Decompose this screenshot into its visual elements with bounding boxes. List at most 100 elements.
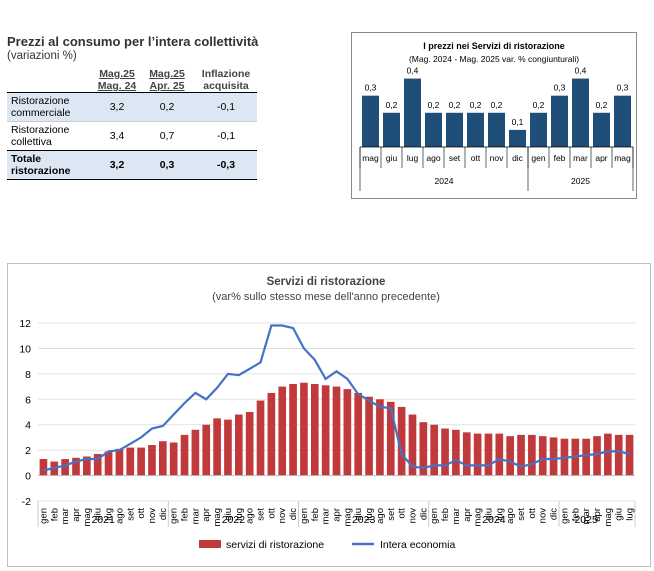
bar xyxy=(180,434,189,476)
y-tick-label: 6 xyxy=(25,394,31,406)
x-tick-label: dic xyxy=(288,508,299,520)
bar xyxy=(191,429,200,476)
x-tick-label: mag xyxy=(603,508,614,526)
bar xyxy=(572,78,589,147)
bar xyxy=(83,456,91,476)
x-tick-label: mag xyxy=(614,153,631,163)
bar xyxy=(376,399,384,476)
x-tick-label: gen xyxy=(38,508,49,524)
x-tick-label: ott xyxy=(397,508,408,519)
x-tick-label: lug xyxy=(407,153,419,163)
bar xyxy=(462,432,471,476)
bar xyxy=(582,438,590,476)
x-tick-label: ott xyxy=(266,508,277,519)
bar xyxy=(224,419,232,476)
x-tick-label: feb xyxy=(440,508,451,521)
x-tick-label: lug xyxy=(494,508,505,521)
x-tick-label: dic xyxy=(418,508,429,520)
x-tick-label: lug xyxy=(625,508,636,521)
bar xyxy=(343,389,352,476)
data-label: 0,3 xyxy=(365,83,377,93)
y-tick-label: -2 xyxy=(22,496,31,508)
bar xyxy=(93,453,102,476)
bar xyxy=(159,441,167,476)
x-tick-label: gen xyxy=(429,508,440,524)
x-tick-label: set xyxy=(125,508,136,521)
bar xyxy=(256,400,265,476)
bar xyxy=(137,447,145,476)
x-tick-label: mar xyxy=(573,153,588,163)
x-tick-label: apr xyxy=(592,508,603,522)
table-title: Prezzi al consumo per l’intera collettiv… xyxy=(7,34,259,49)
bar xyxy=(362,95,379,147)
x-tick-label: mar xyxy=(190,508,201,524)
bar xyxy=(321,385,330,476)
table-row: Ristorazione commerciale 3,2 0,2 -0,1 xyxy=(7,92,257,122)
bar xyxy=(425,112,442,147)
bar xyxy=(332,386,341,476)
x-tick-label: nov xyxy=(277,508,288,524)
header-empty xyxy=(7,66,95,93)
x-tick-label: mag xyxy=(82,508,93,526)
bar xyxy=(115,448,124,476)
x-tick-label: feb xyxy=(310,508,321,521)
x-tick-label: feb xyxy=(554,153,566,163)
x-tick-label: mag xyxy=(473,508,484,526)
x-tick-label: apr xyxy=(595,153,607,163)
chart2-title: Servizi di ristorazione xyxy=(267,276,386,288)
year-label: 2025 xyxy=(571,176,590,186)
bar xyxy=(528,434,536,476)
bar xyxy=(538,436,547,476)
x-tick-label: set xyxy=(386,508,397,521)
bar xyxy=(430,424,439,476)
bar xyxy=(495,433,504,476)
series-line xyxy=(43,324,630,472)
x-tick-label: gen xyxy=(169,508,180,524)
bar xyxy=(484,433,493,476)
y-tick-label: 12 xyxy=(19,318,31,330)
table-row: Ristorazione collettiva 3,4 0,7 -0,1 xyxy=(11,124,236,148)
table-header-row: Mag.25 Mag. 24 Mag.25 Apr. 25 Inflazione ac… xyxy=(7,66,257,93)
bar xyxy=(419,422,428,476)
x-tick-label: mar xyxy=(321,508,332,524)
x-tick-label: ago xyxy=(114,508,125,524)
yearly-combo-chart: Servizi di ristorazione (var% sullo stess… xyxy=(19,276,636,551)
x-tick-label: giu xyxy=(93,508,104,521)
x-tick-label: giu xyxy=(614,508,625,521)
x-tick-label: set xyxy=(256,508,267,521)
x-tick-label: dic xyxy=(158,508,169,520)
bar xyxy=(551,95,568,147)
x-tick-label: feb xyxy=(180,508,191,521)
bar xyxy=(126,447,135,476)
year-label: 2025 xyxy=(574,514,598,526)
x-tick-label: lug xyxy=(364,508,375,521)
x-tick-label: gen xyxy=(531,153,545,163)
x-tick-label: dic xyxy=(549,508,560,520)
header-mag25-apr25: Mag.25 Apr. 25 xyxy=(149,68,185,92)
chart1-subtitle: (Mag. 2024 - Mag. 2025 var. % congiuntur… xyxy=(409,54,579,64)
chart1-title: I prezzi nei Servizi di ristorazione xyxy=(423,41,565,51)
x-tick-label: gen xyxy=(299,508,310,524)
x-tick-label: gen xyxy=(559,508,570,524)
bar xyxy=(213,418,221,476)
x-tick-label: ott xyxy=(136,508,147,519)
x-tick-label: feb xyxy=(570,508,581,521)
bar xyxy=(604,433,612,476)
y-tick-label: 4 xyxy=(25,420,31,432)
x-tick-label: nov xyxy=(490,153,504,163)
bar xyxy=(467,112,484,147)
x-tick-label: apr xyxy=(71,508,82,522)
x-tick-label: mar xyxy=(60,508,71,524)
data-label: 0,3 xyxy=(554,83,566,93)
x-tick-label: giu xyxy=(353,508,364,521)
x-tick-label: apr xyxy=(201,508,212,522)
monthly-bar-chart: I prezzi nei Servizi di ristorazione (Mag… xyxy=(359,41,634,191)
bar xyxy=(530,112,547,147)
bar xyxy=(354,392,363,476)
y-tick-label: 0 xyxy=(25,471,31,483)
bar xyxy=(267,392,276,476)
bar xyxy=(614,95,631,147)
y-tick-label: 10 xyxy=(19,343,31,355)
bar xyxy=(446,112,463,147)
data-label: 0,2 xyxy=(470,100,482,110)
